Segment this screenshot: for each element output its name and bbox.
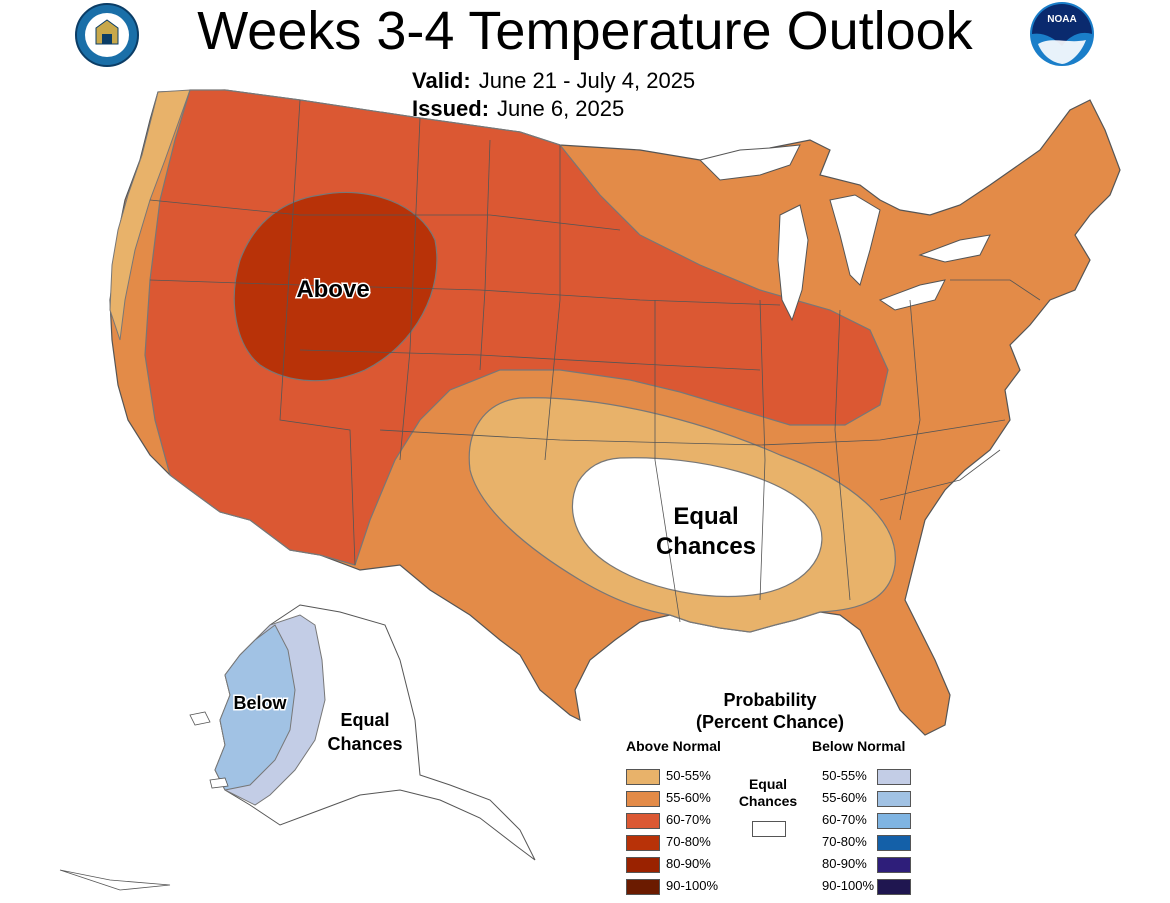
label-equal-chances-line1: Equal (673, 503, 738, 530)
legend-above-swatch-3 (626, 835, 660, 851)
legend-equal-line2: Chances (738, 793, 798, 809)
legend-above-label-3: 70-80% (666, 834, 711, 849)
legend-equal-label: Equal Chances (728, 776, 808, 810)
legend-below-label-5: 90-100% (822, 878, 875, 893)
legend-below-swatch-3 (877, 835, 911, 851)
label-above: Above (296, 276, 369, 303)
legend-above-label-4: 80-90% (666, 856, 711, 871)
legend-below-label-1: 55-60% (822, 790, 867, 805)
valid-line: Valid: June 21 - July 4, 2025 (412, 68, 695, 94)
legend-below-swatch-2 (877, 813, 911, 829)
legend-below-swatch-0 (877, 769, 911, 785)
legend-above-header: Above Normal (626, 738, 721, 754)
issued-label: Issued: (412, 96, 490, 121)
valid-value: June 21 - July 4, 2025 (478, 68, 696, 93)
islands (59, 711, 229, 891)
legend-title-line2: (Percent Chance) (695, 712, 845, 732)
legend-above-swatch-2 (626, 813, 660, 829)
legend-below-header: Below Normal (812, 738, 906, 754)
region-west-coast-50 (109, 89, 191, 341)
issued-line: Issued: June 6, 2025 (412, 96, 624, 122)
legend-below-swatch-4 (877, 857, 911, 873)
legend-above-swatch-0 (626, 769, 660, 785)
legend-below-label-0: 50-55% (822, 768, 867, 783)
label-alaska-equal-line2: Chances (327, 734, 402, 754)
issued-value: June 6, 2025 (497, 96, 625, 121)
legend-below-label-2: 60-70% (822, 812, 867, 827)
label-alaska-equal-line1: Equal (340, 710, 389, 730)
legend-above-label-1: 55-60% (666, 790, 711, 805)
great-lakes (699, 144, 991, 322)
department-of-commerce-seal-icon (75, 3, 139, 67)
legend-below-label-3: 70-80% (822, 834, 867, 849)
legend-above-label-2: 60-70% (666, 812, 711, 827)
page-title: Weeks 3-4 Temperature Outlook (197, 1, 973, 61)
legend-above-swatch-4 (626, 857, 660, 873)
legend-below-swatch-5 (877, 879, 911, 895)
svg-text:NOAA: NOAA (1047, 14, 1076, 25)
legend-above-label-0: 50-55% (666, 768, 711, 783)
label-equal-chances-line2: Chances (656, 533, 756, 560)
legend-title-line1: Probability (723, 690, 817, 710)
state-borders (149, 99, 1041, 623)
legend-equal-swatch (752, 821, 786, 837)
legend-above-swatch-1 (626, 791, 660, 807)
legend-equal-line1: Equal (748, 776, 788, 792)
label-below: Below (233, 693, 287, 713)
legend-above-swatch-5 (626, 879, 660, 895)
region-equal-chances-central (571, 457, 823, 598)
noaa-logo-icon: NOAA (1030, 2, 1094, 66)
legend-above-label-5: 90-100% (666, 878, 719, 893)
legend-below-swatch-1 (877, 791, 911, 807)
alaska-below-55-60 (214, 624, 296, 791)
valid-label: Valid: (412, 68, 471, 93)
legend-below-label-4: 80-90% (822, 856, 867, 871)
